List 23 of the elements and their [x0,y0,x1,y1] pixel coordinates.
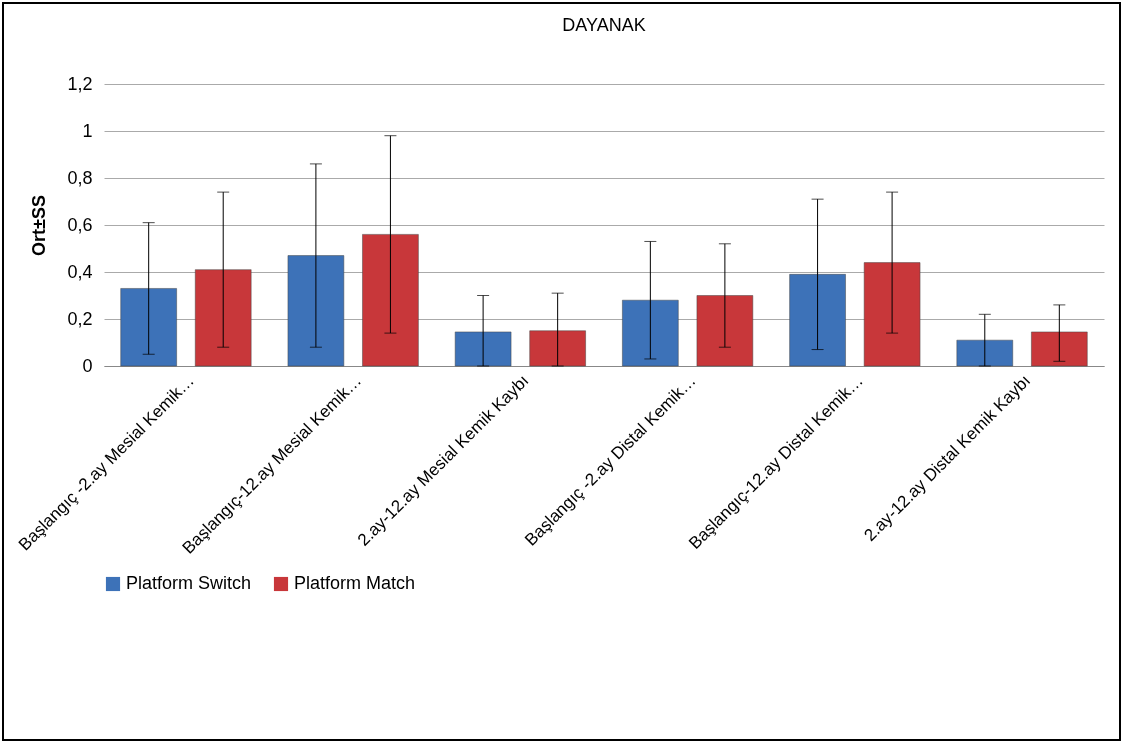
bar [696,295,754,367]
y-tick-label: 0,8 [67,167,93,188]
bar [454,331,512,367]
chart-title: DAYANAK [562,15,646,35]
bar [362,234,419,367]
bar [529,330,586,367]
y-tick-label: 0 [82,355,93,376]
legend-label: Platform Switch [126,573,252,593]
y-tick-label: 1,2 [67,73,93,94]
bar [622,299,679,367]
y-tick-label: 0,6 [67,214,93,235]
bar [287,255,345,367]
legend-label: Platform Match [294,573,416,593]
bar [789,274,846,367]
bar [863,262,921,367]
bar [956,339,1013,367]
y-tick-label: 0,2 [67,308,93,329]
bar [1031,331,1088,367]
bar [120,288,177,367]
y-tick-label: 1 [82,120,93,141]
bar [195,269,252,367]
y-axis-title: Ort±SS [29,195,50,256]
y-tick-label: 0,4 [67,261,93,282]
